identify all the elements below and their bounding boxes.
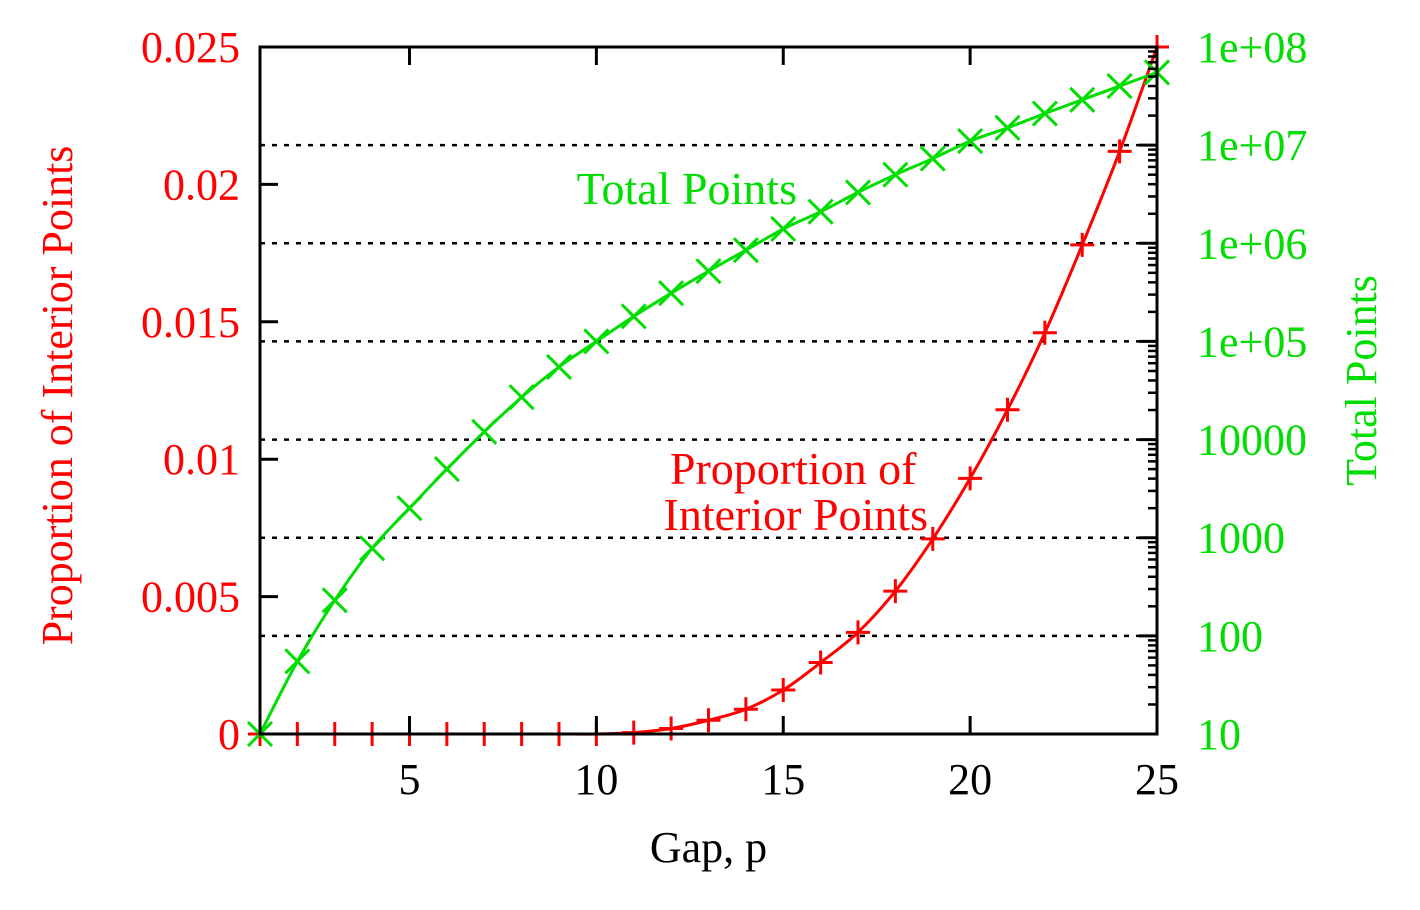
ticks-layer: [260, 45, 1159, 736]
annotation-interior-points: Proportion of Interior Points: [664, 443, 928, 540]
data-point: [695, 258, 722, 285]
data-point: [846, 620, 870, 645]
y-tick-label: 0.025: [141, 23, 240, 72]
data-point: [471, 418, 498, 445]
y2-tick-label: 1e+05: [1197, 317, 1307, 366]
y2-tick-label: 10: [1197, 710, 1241, 759]
data-point: [733, 697, 758, 722]
data-point: [433, 456, 460, 483]
plot-frame: [258, 45, 1159, 736]
x-axis-title: Gap, p: [650, 823, 767, 872]
annotation-total-points: Total Points: [577, 163, 797, 214]
y-axis-title: Proportion of Interior Points: [33, 146, 82, 646]
data-point: [321, 587, 348, 614]
data-point: [1107, 139, 1132, 164]
data-point: [1069, 86, 1096, 113]
data-point: [620, 303, 647, 330]
data-point: [284, 648, 311, 675]
y-tick-label: 0.02: [163, 160, 240, 209]
series-0: [248, 35, 1169, 746]
data-point: [659, 716, 684, 741]
labels-layer: 5 10 15 20 25 0 0.005 0.01 0.015 0.02 0.025 10 100 10…: [141, 23, 1307, 804]
y2-tick-label: 1e+08: [1197, 23, 1307, 72]
data-point: [920, 526, 945, 551]
x-tick-label: 10: [574, 755, 618, 804]
y-tick-label: 0.01: [163, 435, 240, 484]
data-point: [396, 495, 423, 522]
x-tick-label: 25: [1135, 755, 1179, 804]
data-point: [508, 384, 535, 411]
annotation-interior-line-2: Interior Points: [664, 489, 928, 540]
data-point: [1106, 72, 1133, 100]
data-point: [658, 280, 685, 307]
data-point: [583, 328, 610, 355]
series-1: [246, 59, 1171, 748]
y2-tick-label: 1e+06: [1197, 219, 1307, 268]
series-line: [260, 46, 1159, 736]
y2-tick-label: 1e+07: [1197, 121, 1307, 170]
y2-tick-label: 1000: [1197, 514, 1285, 563]
data-point: [770, 215, 797, 243]
data-point: [958, 466, 983, 491]
data-point: [1032, 320, 1057, 345]
data-point: [995, 397, 1020, 422]
data-point: [545, 353, 573, 380]
y2-axis-title: Total Points: [1337, 275, 1386, 486]
series-layer: [246, 35, 1171, 748]
y-tick-label: 0.005: [141, 573, 240, 622]
y2-tick-label: 10000: [1197, 416, 1307, 465]
data-point: [696, 708, 721, 733]
y-tick-label: 0.015: [141, 298, 240, 347]
data-point: [994, 114, 1021, 141]
x-tick-label: 15: [761, 755, 805, 804]
data-point: [771, 678, 796, 703]
data-point: [844, 179, 872, 206]
data-point: [919, 145, 946, 172]
annotation-total-points-line: Total Points: [577, 163, 797, 214]
data-point: [882, 161, 909, 188]
data-point: [732, 237, 759, 264]
data-point: [807, 198, 834, 225]
data-point: [1031, 100, 1058, 127]
data-point: [808, 650, 833, 675]
y2-tick-label: 100: [1197, 612, 1263, 661]
data-point: [359, 535, 386, 562]
grid-lines: [260, 143, 1157, 638]
data-point: [1070, 232, 1095, 257]
data-point: [957, 128, 984, 155]
annotation-interior-line-1: Proportion of: [670, 443, 917, 494]
y-tick-label: 0: [218, 710, 240, 759]
data-point: [883, 579, 908, 604]
x-tick-label: 5: [399, 755, 421, 804]
x-tick-label: 20: [948, 755, 992, 804]
